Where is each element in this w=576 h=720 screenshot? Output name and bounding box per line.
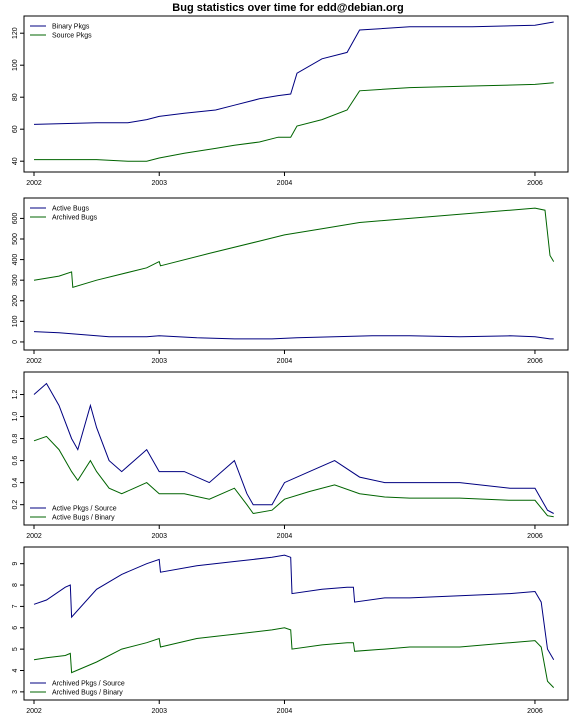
y-tick-label: 4 [12, 668, 19, 672]
series-line-active-bugs [33, 331, 554, 340]
y-tick-label: 60 [12, 125, 19, 133]
y-tick-label: 100 [12, 59, 19, 71]
legend-label: Active Bugs / Binary [52, 515, 115, 522]
plot-frame [23, 371, 569, 526]
y-tick-label: 0.2 [12, 500, 19, 510]
y-tick-label: 0.4 [12, 478, 19, 488]
x-tick-label: 2006 [527, 708, 543, 715]
plot-frame [23, 197, 569, 351]
y-tick-label: 0 [12, 340, 19, 344]
x-tick-label: 2003 [151, 533, 167, 540]
x-tick-label: 2002 [26, 358, 42, 365]
y-tick-label: 6 [12, 626, 19, 630]
legend-label: Archived Bugs / Binary [52, 690, 123, 697]
series-line-archived-bugs [33, 207, 555, 289]
y-tick-label: 600 [12, 212, 19, 224]
y-tick-label: 80 [12, 93, 19, 101]
x-tick-label: 2004 [277, 533, 293, 540]
y-tick-label: 1.2 [12, 390, 19, 400]
y-tick-label: 0.6 [12, 456, 19, 466]
y-tick-label: 7 [12, 604, 19, 608]
y-tick-label: 40 [12, 157, 19, 165]
x-tick-label: 2002 [26, 533, 42, 540]
chart-panel-3: 2002 2003 2004 2006 0.2 0.4 0.6 0.8 1.0 1.2 Active… [12, 371, 569, 540]
x-tick-label: 2004 [277, 358, 293, 365]
plot-frame [23, 15, 569, 173]
legend-label: Archived Bugs [52, 215, 98, 222]
series-line-binary-pkgs [33, 21, 554, 125]
series-line-archived-bugs-binary [33, 627, 555, 688]
series-line-archived-pkgs-source [33, 554, 555, 661]
series-line-active-bugs-binary [33, 435, 554, 518]
legend-label: Source Pkgs [52, 33, 92, 40]
x-tick-label: 2002 [26, 180, 42, 187]
y-tick-label: 0.8 [12, 434, 19, 444]
x-tick-label: 2003 [151, 708, 167, 715]
y-tick-label: 300 [12, 274, 19, 286]
y-tick-label: 1.0 [12, 412, 19, 422]
legend-label: Active Pkgs / Source [52, 506, 117, 513]
page-title: Bug statistics over time for edd@debian.… [172, 2, 404, 14]
y-tick-label: 5 [12, 647, 19, 651]
y-tick-label: 3 [12, 690, 19, 694]
y-tick-label: 8 [12, 583, 19, 587]
x-tick-label: 2003 [151, 180, 167, 187]
y-tick-label: 100 [12, 315, 19, 327]
legend-label: Active Bugs [52, 206, 89, 213]
chart-panel-4: 2002 2003 2004 2006 3 4 5 6 7 8 9 Archived Pkgs / S… [12, 546, 569, 715]
legend-label: Archived Pkgs / Source [52, 681, 125, 688]
chart-panel-2: 2002 2003 2004 2006 0 100 200 300 400 500 600 Activ… [12, 197, 569, 365]
y-tick-label: 9 [12, 562, 19, 566]
x-tick-label: 2006 [527, 180, 543, 187]
y-tick-label: 400 [12, 254, 19, 266]
x-tick-label: 2002 [26, 708, 42, 715]
series-line-source-pkgs [34, 82, 554, 162]
y-tick-label: 200 [12, 295, 19, 307]
chart-panel-1: 2002 2003 2004 2006 40 60 80 100 120 Binary Pkgs S… [12, 15, 569, 187]
legend-label: Binary Pkgs [52, 24, 90, 31]
x-tick-label: 2006 [527, 358, 543, 365]
x-tick-label: 2003 [151, 358, 167, 365]
y-tick-label: 120 [12, 27, 19, 39]
x-tick-label: 2004 [277, 180, 293, 187]
plot-frame [23, 546, 569, 701]
x-tick-label: 2004 [277, 708, 293, 715]
x-tick-label: 2006 [527, 533, 543, 540]
series-line-active-pkgs-source [33, 382, 554, 514]
y-tick-label: 500 [12, 233, 19, 245]
